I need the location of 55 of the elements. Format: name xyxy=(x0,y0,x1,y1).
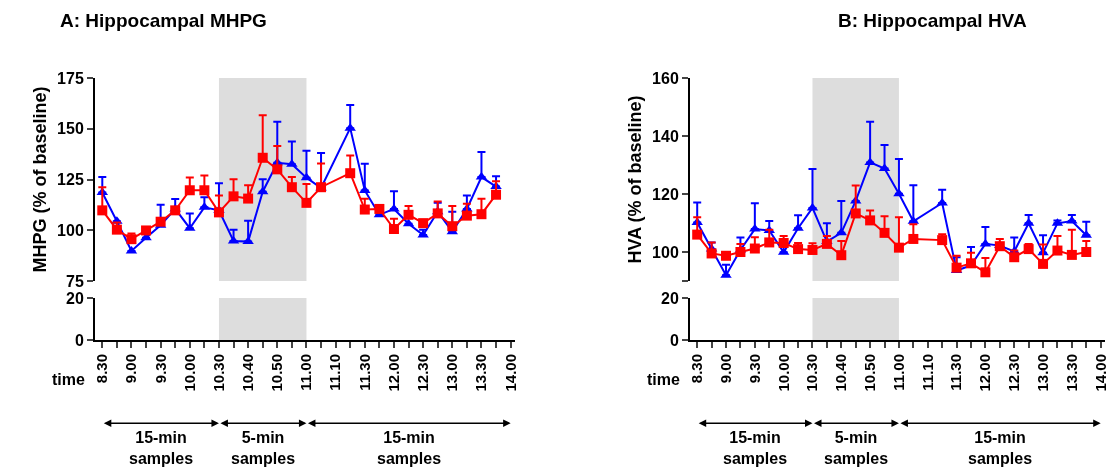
x-tick-label: 14.00 xyxy=(1091,354,1109,392)
x-tick-label: 12.00 xyxy=(384,354,402,392)
x-tick-label: 10.40 xyxy=(832,354,850,392)
x-tick-label: 9.30 xyxy=(745,354,763,384)
text: 15-min samples xyxy=(968,429,1033,467)
x-tick-label: 10.30 xyxy=(803,354,821,392)
x-tick-label: 12.30 xyxy=(1005,354,1023,392)
y-tick-label: 140 xyxy=(652,127,679,145)
x-tick-label: 9.00 xyxy=(122,354,140,384)
x-tick-label: 8.30 xyxy=(93,354,111,384)
y-tick-label: 0 xyxy=(74,331,84,349)
x-tick-label: 10.50 xyxy=(860,354,878,392)
x-tick-label: 8.30 xyxy=(688,354,706,384)
y-tick-label: 0 xyxy=(669,331,679,349)
y-tick-label: 175 xyxy=(57,69,84,87)
text: 15-min samples xyxy=(129,429,194,467)
x-tick-label: 11.10 xyxy=(918,354,936,391)
x-tick-label: 12.30 xyxy=(414,354,432,392)
chart-title: A: Hippocampal MHPG xyxy=(60,9,267,31)
y-tick-label: 125 xyxy=(57,171,84,189)
x-tick-label: 10.00 xyxy=(180,354,198,392)
x-tick-label: 10.40 xyxy=(238,354,256,392)
x-tick-label: 13.30 xyxy=(472,354,490,392)
x-tick-label: 10.00 xyxy=(774,354,792,392)
y-tick-label: 20 xyxy=(661,289,679,307)
y-tick-label: 75 xyxy=(66,272,84,290)
x-axis-title: time xyxy=(52,371,85,388)
x-tick-label: 11.10 xyxy=(326,354,344,391)
text: 5-min samples xyxy=(824,429,889,467)
y-axis-title: HVA (% of baseline) xyxy=(624,95,645,264)
y-tick-label: 150 xyxy=(57,120,84,138)
x-tick-label: 12.00 xyxy=(976,354,994,392)
x-axis-title: time xyxy=(647,371,680,388)
y-tick-label: 100 xyxy=(652,243,679,261)
x-tick-label: 11.30 xyxy=(947,354,965,391)
y-tick-label: 100 xyxy=(57,221,84,239)
chart-title: B: Hippocampal HVA xyxy=(838,9,1027,31)
x-tick-label: 13.00 xyxy=(443,354,461,392)
text: 5-min samples xyxy=(231,429,296,467)
x-tick-label: 9.00 xyxy=(716,354,734,384)
x-tick-label: 11.00 xyxy=(297,354,315,391)
text: 15-min samples xyxy=(377,429,442,467)
x-tick-label: 11.30 xyxy=(355,354,373,391)
x-tick-label: 10.50 xyxy=(268,354,286,392)
x-tick-label: 13.00 xyxy=(1033,354,1051,392)
x-tick-label: 9.30 xyxy=(151,354,169,384)
x-tick-label: 10.30 xyxy=(209,354,227,392)
y-tick-label: 120 xyxy=(652,185,679,203)
y-axis-title: MHPG (% of baseline) xyxy=(29,86,50,273)
text: 15-min samples xyxy=(723,429,788,467)
x-tick-label: 11.00 xyxy=(889,354,907,391)
x-tick-label: 14.00 xyxy=(501,354,519,392)
y-tick-label: 20 xyxy=(66,289,84,307)
x-tick-label: 13.30 xyxy=(1062,354,1080,392)
y-tick-label: 160 xyxy=(652,69,679,87)
